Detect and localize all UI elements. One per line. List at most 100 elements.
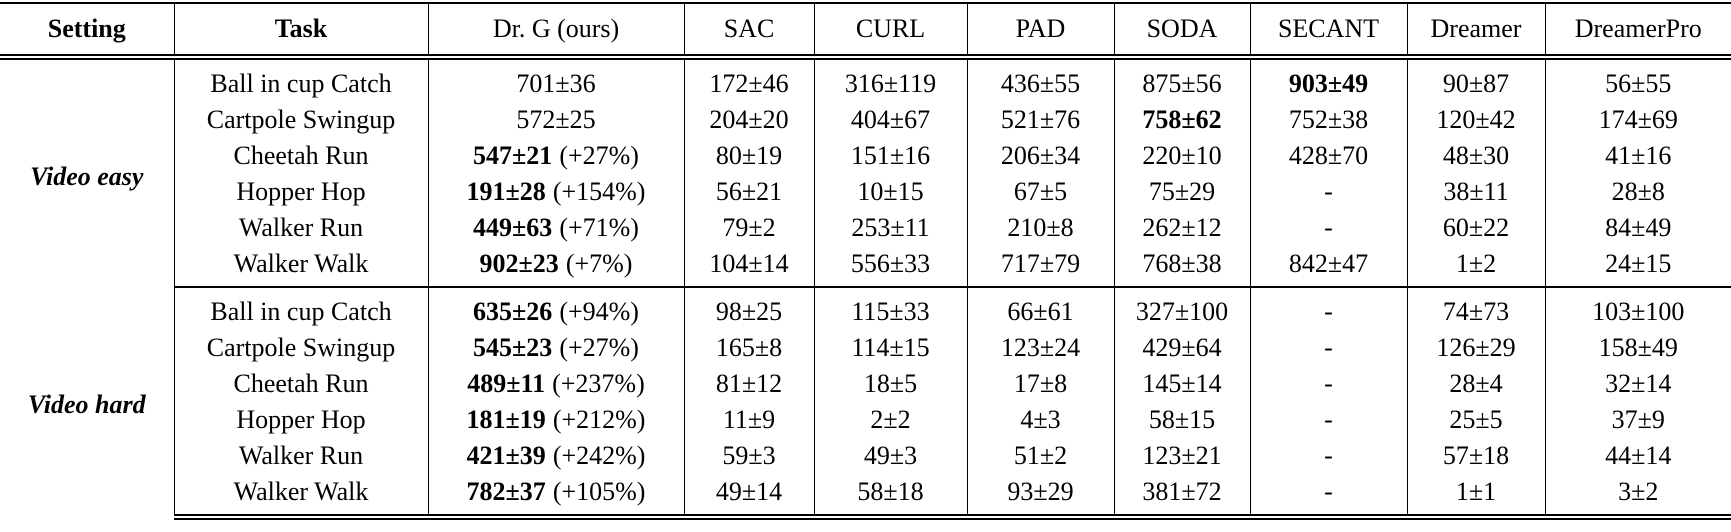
score-cell: 90±87 [1406,57,1545,102]
score-value: 151±16 [850,141,931,170]
score-value: 98±25 [715,297,783,326]
score-cell: 545±23 (+27%) [427,330,684,366]
score-value: 79±2 [722,213,776,242]
score-cell: 58±18 [813,474,967,520]
score-cell: 24±15 [1544,246,1731,288]
score-value: 126±29 [1436,333,1516,362]
score-cell: 58±15 [1113,402,1250,438]
score-cell: 547±21 (+27%) [427,138,684,174]
score-value: 49±14 [715,477,783,506]
table-row: Cartpole Swingup 545±23 (+27%) 165±8 114±15 1… [0,330,1731,366]
score-cell: 701±36 [427,57,684,102]
score-cell: 17±8 [966,366,1114,402]
score-cell: 57±18 [1406,438,1545,474]
score-cell: 11±9 [683,402,814,438]
score-value: 191±28 [466,177,546,206]
score-cell: 172±46 [683,57,814,102]
score-cell: 404±67 [813,102,967,138]
score-value: 80±19 [715,141,783,170]
score-cell: 28±8 [1544,174,1731,210]
score-value: - [1324,177,1333,206]
score-value: 145±14 [1142,369,1222,398]
setting-cell: Video hard [27,390,146,419]
score-value: 758±62 [1142,105,1222,134]
score-cell: 436±55 [966,57,1114,102]
score-value: 90±87 [1442,69,1510,98]
score-value: 404±67 [850,105,931,134]
table-row: Video hard Ball in cup Catch 635±26 (+94%) 9… [0,287,1731,419]
score-cell: 262±12 [1113,210,1250,246]
score-value: - [1324,405,1333,434]
score-value: 782±37 [466,477,546,506]
score-cell: 10±15 [813,174,967,210]
score-value: 165±8 [715,333,783,362]
table-row: Cartpole Swingup 572±25 204±20 404±67 521±76… [0,102,1731,138]
score-value: 67±5 [1013,177,1068,206]
score-value: 253±11 [851,213,930,242]
score-value: 49±3 [863,441,918,470]
task-cell: Hopper Hop [173,174,428,210]
table-row: Walker Run 421±39 (+242%) 59±3 49±3 51±2 123±2… [0,438,1731,474]
score-cell: 98±25 [683,287,814,330]
score-value: 752±38 [1288,105,1369,134]
score-value: 56±55 [1605,69,1672,98]
score-cell: 316±119 [813,57,967,102]
score-value: 28±4 [1449,369,1503,398]
score-value: 429±64 [1142,333,1222,362]
table-row: Video easy Ball in cup Catch 701±36 172±46 3… [0,57,1731,191]
score-value: 428±70 [1288,141,1369,170]
score-cell: 123±24 [966,330,1114,366]
score-cell: 572±25 [427,102,684,138]
task-cell: Ball in cup Catch [173,287,428,330]
score-cell: 429±64 [1113,330,1250,366]
header-cell: PAD [966,2,1114,60]
score-value: 18±5 [863,369,918,398]
score-cell: 84±49 [1544,210,1731,246]
score-value: 521±76 [1000,105,1081,134]
score-cell: - [1249,474,1407,520]
score-cell: 151±16 [813,138,967,174]
score-value: 489±11 [467,369,546,398]
score-cell: 204±20 [683,102,814,138]
score-value: - [1324,477,1333,506]
score-value: 556±33 [850,249,931,278]
header-cell: Task [173,2,428,60]
score-cell: 25±5 [1406,402,1545,438]
header-cell: SODA [1113,2,1250,60]
score-value: 51±2 [1013,441,1068,470]
score-value: 1±2 [1455,249,1497,278]
score-cell: 902±23 (+7%) [427,246,684,288]
score-cell: - [1249,330,1407,366]
score-value: 545±23 [473,333,553,362]
score-cell: 3±2 [1544,474,1731,520]
table-row: Hopper Hop 191±28 (+154%) 56±21 10±15 67±5 75±… [0,174,1731,210]
header-cell: Dr. G (ours) [427,2,684,60]
score-cell: 782±37 (+105%) [427,474,684,520]
improvement: (+71%) [559,213,639,242]
score-value: 48±30 [1442,141,1510,170]
task-cell: Ball in cup Catch [173,57,428,102]
improvement: (+27%) [559,141,639,170]
header-cell: DreamerPro [1544,2,1731,60]
table-row: Cheetah Run 547±21 (+27%) 80±19 151±16 206±34… [0,138,1731,174]
score-value: 38±11 [1443,177,1509,206]
score-cell: 421±39 (+242%) [427,438,684,474]
score-cell: 126±29 [1406,330,1545,366]
score-value: 902±23 [479,249,559,278]
score-value: 701±36 [516,69,596,98]
score-cell: 903±49 [1249,57,1407,102]
score-cell: - [1249,210,1407,246]
score-cell: 123±21 [1113,438,1250,474]
score-value: 84±49 [1605,213,1672,242]
score-cell: 67±5 [966,174,1114,210]
score-value: 903±49 [1288,69,1369,98]
score-cell: 842±47 [1249,246,1407,288]
table-body: Video easy Ball in cup Catch 701±36 172±46 3… [0,57,1731,520]
score-value: 449±63 [473,213,553,242]
score-value: 220±10 [1142,141,1222,170]
score-value: 115±33 [851,297,930,326]
score-cell: 165±8 [683,330,814,366]
score-cell: 28±4 [1406,366,1545,402]
score-value: 327±100 [1135,297,1229,326]
task-cell: Cheetah Run [173,138,428,174]
